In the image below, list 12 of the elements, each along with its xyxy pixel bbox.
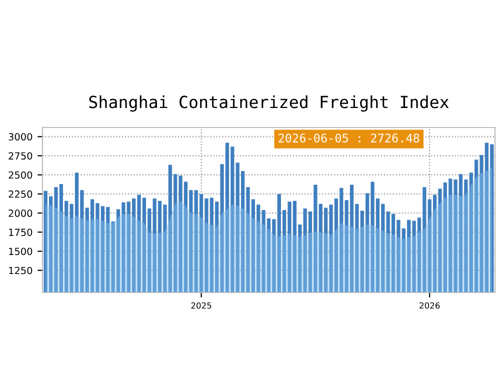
x-tick-label: 2025 (191, 302, 212, 309)
y-tick-label: 3000 (8, 133, 32, 140)
x-tick-label: 2026 (420, 302, 440, 309)
chart-title: Shanghai Containerized Freight Index (89, 95, 449, 112)
annotation: 2026-06-05 : 2726.48 (278, 134, 420, 143)
y-tick-label: 2000 (8, 210, 32, 217)
y-tick-label: 2500 (8, 171, 32, 179)
y-tick-label: 1500 (9, 248, 32, 256)
y-tick-label: 1250 (9, 266, 32, 274)
y-tick-label: 2750 (8, 152, 32, 160)
y-tick-label: 2250 (8, 190, 32, 198)
y-tick-label: 1750 (9, 228, 32, 236)
